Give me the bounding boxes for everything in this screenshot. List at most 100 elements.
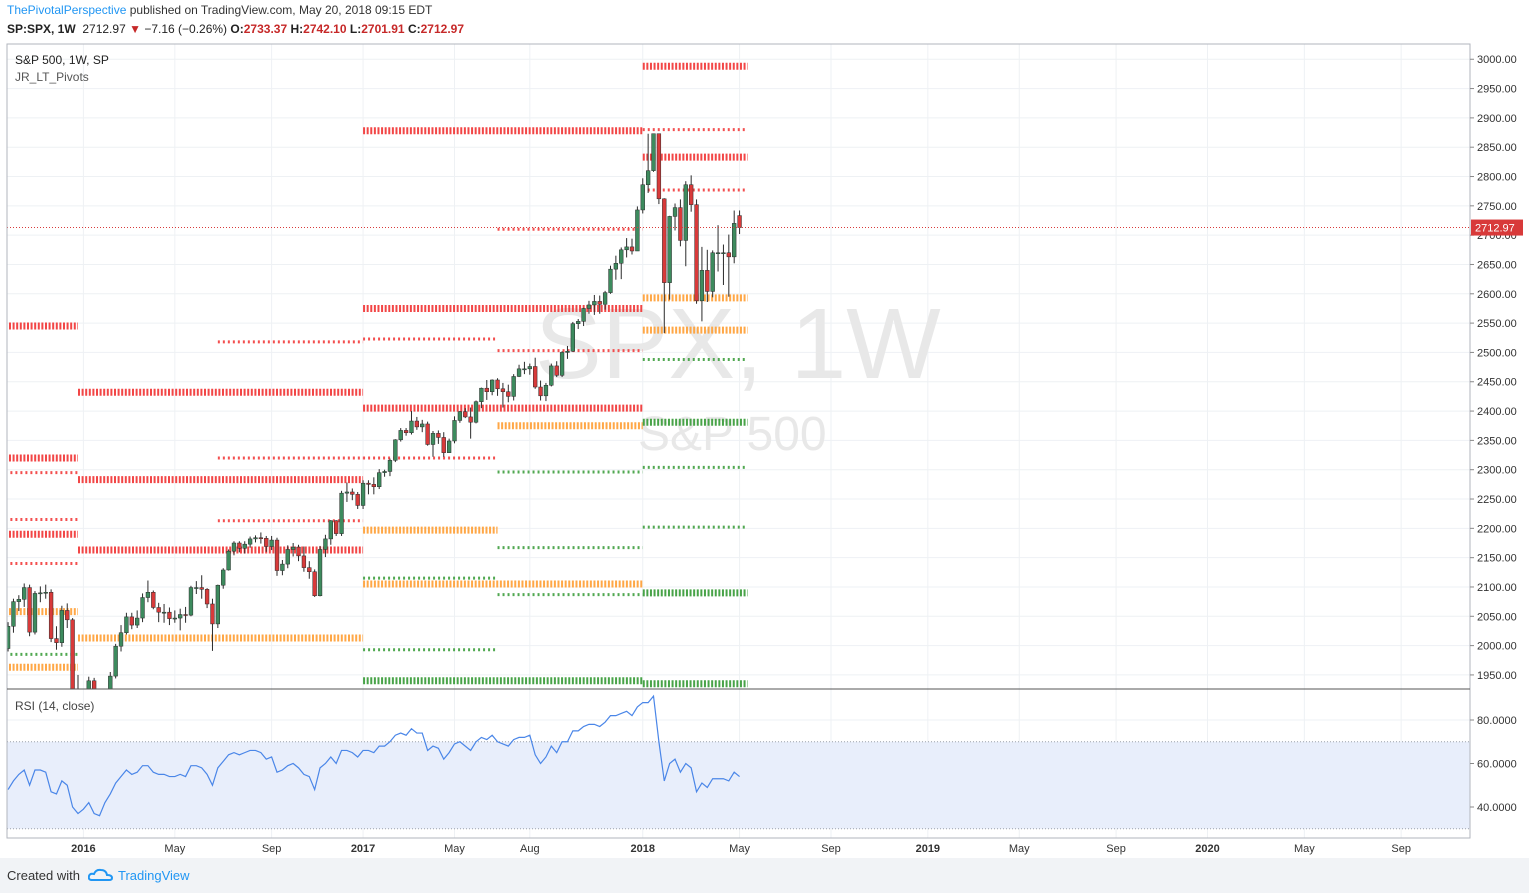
y-tick-label: 2050.00 — [1477, 611, 1517, 623]
candle-body — [366, 482, 371, 485]
candle-body — [226, 550, 231, 571]
candle-body — [48, 592, 54, 639]
candle-body — [108, 675, 113, 689]
candle-body — [301, 555, 307, 568]
candle-body — [629, 246, 635, 252]
candle-body — [317, 549, 323, 597]
candle-body — [98, 716, 102, 725]
candle-body — [350, 491, 355, 495]
x-tick-label: 2020 — [1195, 843, 1219, 855]
candle-body — [215, 584, 220, 625]
y-tick-label: 2800.00 — [1477, 172, 1517, 184]
candle-body — [11, 601, 16, 627]
y-tick-label: 2900.00 — [1477, 113, 1517, 125]
candle-body — [16, 599, 21, 602]
chart: SPX, 1W S&P 500 2016 May Sep 2017 May Aug 2018… — [6, 43, 1523, 855]
candle-body — [247, 538, 253, 545]
candle-body — [549, 365, 554, 386]
candle-body — [312, 571, 317, 597]
candle-body — [38, 592, 43, 595]
candle-body — [538, 386, 543, 397]
rsi-band — [7, 741, 1470, 829]
candle-body — [377, 472, 382, 487]
x-tick-label: Sep — [1391, 843, 1411, 855]
candle-body — [463, 411, 468, 418]
candle-body — [651, 133, 656, 171]
candle-body — [237, 542, 242, 549]
candle-body — [290, 546, 296, 550]
candle-body — [398, 430, 403, 441]
candle-body — [7, 626, 11, 649]
tradingview-link[interactable]: TradingView — [118, 868, 190, 883]
candle-body — [479, 387, 484, 402]
candle-body — [70, 619, 75, 689]
candle-body — [253, 537, 258, 540]
candle-body — [624, 246, 629, 251]
ohlc-close-label: C: — [407, 22, 421, 36]
candle-body — [662, 198, 667, 283]
candle-body — [86, 680, 91, 689]
candle-body — [613, 263, 619, 270]
ohlc-high: 2742.10 — [303, 22, 347, 36]
candle-body — [194, 587, 199, 589]
candle-body — [726, 252, 731, 258]
y-tick-label: 2850.00 — [1477, 142, 1517, 154]
x-tick-label: Sep — [1106, 843, 1126, 855]
x-tick-label: May — [1009, 843, 1030, 855]
candle-body — [183, 614, 188, 616]
candle-body — [135, 617, 140, 626]
x-tick-label: May — [444, 843, 465, 855]
candle-body — [640, 184, 645, 211]
candle-body — [457, 411, 463, 421]
candle-body — [242, 543, 247, 549]
x-tick-label: 2017 — [351, 843, 375, 855]
candle-body — [59, 610, 65, 643]
y-tick-label: 2000.00 — [1477, 641, 1517, 653]
candle-body — [570, 323, 575, 352]
candle-body — [506, 391, 511, 397]
candle-body — [721, 252, 726, 254]
candle-body — [32, 593, 38, 633]
y-tick-label: 2350.00 — [1477, 435, 1517, 447]
ohlc-close: 2712.97 — [420, 22, 465, 36]
candle-body — [91, 680, 97, 689]
candle-body — [559, 352, 565, 376]
y-tick-label: 2550.00 — [1477, 318, 1517, 330]
watermark-symbol: SPX, 1W — [535, 288, 941, 400]
candle-body — [581, 308, 586, 322]
candle-body — [473, 401, 479, 423]
candle-body — [113, 645, 118, 677]
candle-body — [360, 482, 366, 506]
candle-body — [672, 207, 678, 217]
candle-body — [586, 304, 592, 309]
x-tick-label: Sep — [262, 843, 282, 855]
candle-body — [511, 376, 516, 397]
candle-body — [204, 589, 210, 605]
y-tick-label: 1950.00 — [1477, 670, 1517, 682]
ohlc-open: 2733.37 — [243, 22, 288, 36]
candle-body — [151, 592, 156, 608]
candle-body — [554, 365, 559, 376]
candle-body — [258, 537, 264, 539]
candle-body — [231, 542, 237, 552]
symbol: SP:SPX, 1W — [7, 22, 76, 36]
candle-body — [210, 603, 215, 625]
y-tick-label: 2300.00 — [1477, 465, 1517, 477]
candle-body — [54, 638, 59, 643]
x-tick-label: May — [1294, 843, 1315, 855]
author[interactable]: ThePivotalPerspective — [7, 3, 127, 17]
candle-body — [382, 471, 387, 473]
candle-body — [178, 614, 183, 619]
y-tick-label: 2950.00 — [1477, 84, 1517, 96]
plot-border — [6, 43, 1471, 839]
candle-body — [161, 611, 167, 614]
y-tick-label: 2500.00 — [1477, 347, 1517, 359]
y-tick-label: 2600.00 — [1477, 289, 1517, 301]
candle-body — [344, 491, 350, 494]
y-tick-label: 2250.00 — [1477, 494, 1517, 506]
candle-body — [490, 379, 495, 392]
price-plot — [7, 62, 1470, 725]
x-tick-label: Aug — [520, 843, 540, 855]
candle-body — [710, 252, 715, 292]
candle-body — [737, 215, 742, 228]
